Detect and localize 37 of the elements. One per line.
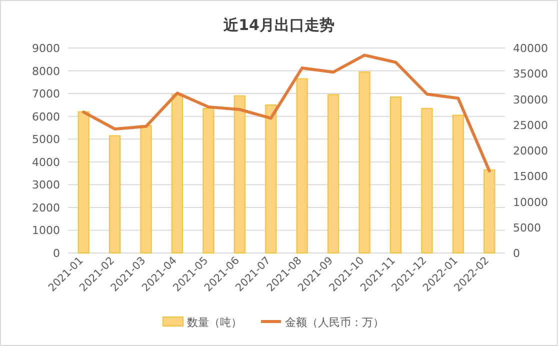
bar (452, 114, 464, 254)
bar (421, 108, 433, 254)
line-series (82, 54, 491, 172)
bar (234, 95, 246, 254)
y2-tick-label: 35000 (513, 68, 548, 81)
y-tick-label: 8000 (32, 64, 60, 78)
bar (296, 78, 308, 254)
bar (171, 94, 184, 254)
y-tick-label: 4000 (32, 156, 60, 169)
y2-tick-label: 20000 (513, 144, 548, 158)
y2-tick-label: 25000 (513, 118, 548, 132)
bar (202, 108, 214, 254)
legend-label: 数量（吨） (187, 316, 242, 329)
y2-tick-label: 5000 (513, 221, 541, 234)
bar (265, 104, 277, 254)
y-tick-label: 0 (53, 247, 60, 260)
legend-label: 金额（人民币：万） (285, 316, 384, 329)
y-tick-label: 5000 (32, 133, 60, 146)
y2-tick-label: 10000 (513, 196, 548, 209)
y2-tick-label: 15000 (513, 170, 548, 184)
bar (390, 96, 402, 254)
bar (109, 135, 121, 254)
bar (140, 124, 152, 254)
y-tick-label: 2000 (32, 201, 60, 214)
bar (484, 169, 496, 254)
bar (78, 111, 90, 254)
bar (358, 71, 370, 254)
y-tick-label: 6000 (32, 110, 60, 124)
y-tick-label: 1000 (32, 224, 60, 238)
y2-tick-label: 0 (513, 247, 520, 260)
bar (328, 94, 340, 254)
y-tick-label: 7000 (32, 88, 60, 101)
y-tick-label: 9000 (32, 42, 60, 55)
y2-tick-label: 30000 (513, 93, 548, 106)
y2-tick-label: 40000 (513, 42, 548, 55)
y-tick-label: 3000 (32, 178, 60, 192)
chart-title: 近14月出口走势 (222, 16, 334, 34)
